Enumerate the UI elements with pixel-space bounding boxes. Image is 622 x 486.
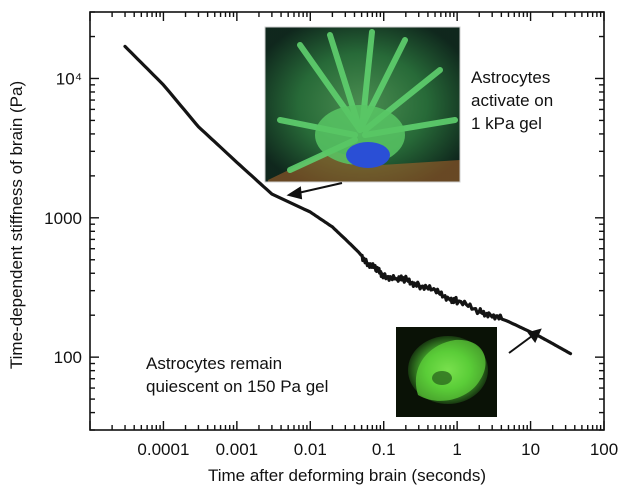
x-tick-label: 100 bbox=[590, 440, 618, 459]
arrow-to-activated bbox=[286, 182, 343, 200]
annotation-activate-line3: 1 kPa gel bbox=[471, 114, 542, 133]
x-tick-label: 0.01 bbox=[294, 440, 327, 459]
data-series-line bbox=[123, 44, 573, 356]
y-tick-label: 1000 bbox=[44, 209, 82, 228]
y-axis-title: Time-dependent stiffness of brain (Pa) bbox=[7, 81, 26, 369]
astrocyte-quiescent-micrograph bbox=[396, 327, 497, 417]
arrow-to-quiescent bbox=[508, 328, 542, 354]
tick-labels: 0.0001 0.001 0.01 0.1 1 10 100 100 1000 10⁴ bbox=[44, 69, 618, 459]
x-tick-label: 0.1 bbox=[372, 440, 396, 459]
x-tick-label: 0.0001 bbox=[137, 440, 189, 459]
annotation-quiescent-line2: quiescent on 150 Pa gel bbox=[146, 377, 328, 396]
x-axis-title: Time after deforming brain (seconds) bbox=[208, 466, 486, 485]
annotation-activate-line1: Astrocytes bbox=[471, 68, 550, 87]
annotation-activate-line2: activate on bbox=[471, 91, 553, 110]
y-tick-label: 10⁴ bbox=[56, 69, 82, 88]
x-tick-label: 10 bbox=[521, 440, 540, 459]
plot-frame bbox=[89, 11, 605, 431]
astrocyte-activated-micrograph bbox=[264, 26, 461, 183]
y-tick-label: 100 bbox=[54, 348, 82, 367]
annotation-quiescent-line1: Astrocytes remain bbox=[146, 354, 282, 373]
axis-ticks bbox=[89, 11, 605, 431]
x-tick-label: 1 bbox=[452, 440, 461, 459]
x-tick-label: 0.001 bbox=[216, 440, 259, 459]
